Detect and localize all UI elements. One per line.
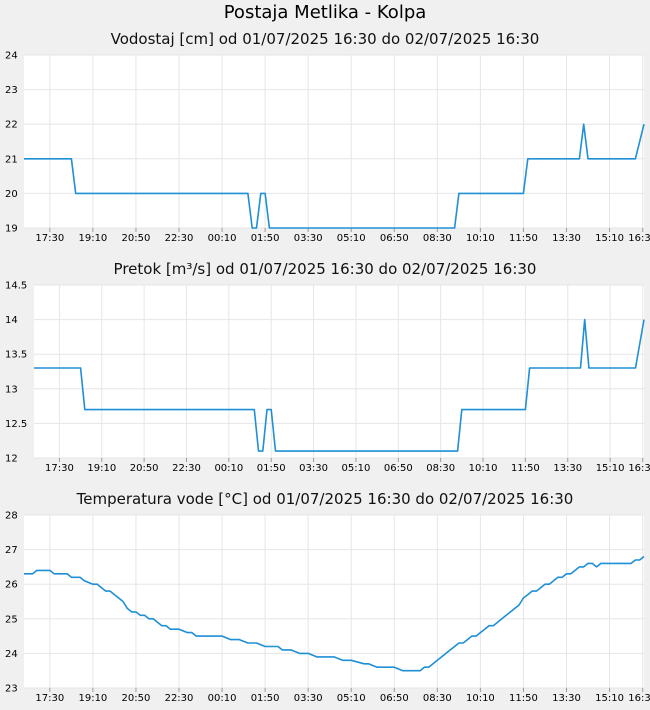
water-temperature-x-tick-label: 22:30 xyxy=(165,693,194,704)
discharge-x-tick-label: 16:30 xyxy=(628,463,650,474)
water-temperature-x-tick-label: 03:30 xyxy=(294,693,323,704)
discharge-x-tick-label: 22:30 xyxy=(172,463,201,474)
water-temperature-x-tick-label: 11:50 xyxy=(509,693,538,704)
water-level-series-line xyxy=(24,123,645,229)
discharge-x-tick-label: 10:10 xyxy=(469,463,498,474)
water-level-y-tick-label: 23 xyxy=(5,85,18,96)
water-temperature-x-tick-label: 15:10 xyxy=(595,693,624,704)
water-level-x-tick-label: 22:30 xyxy=(165,233,194,244)
water-level-x-tick-label: 17:30 xyxy=(35,233,64,244)
discharge-x-tick-label: 06:50 xyxy=(384,463,413,474)
water-temperature-x-tick-label: 01:50 xyxy=(251,693,280,704)
water-level-x-tick-label: 16:30 xyxy=(628,233,650,244)
water-temperature-y-tick-label: 24 xyxy=(5,649,18,660)
discharge-x-tick-label: 00:10 xyxy=(214,463,243,474)
water-temperature-x-tick-label: 00:10 xyxy=(208,693,237,704)
water-temperature-series-line xyxy=(24,555,645,672)
discharge-x-tick-label: 20:50 xyxy=(130,463,159,474)
water-level-y-tick-label: 20 xyxy=(5,189,18,200)
water-level-x-tick-label: 11:50 xyxy=(509,233,538,244)
water-level-x-tick-label: 03:30 xyxy=(294,233,323,244)
discharge-y-tick-label: 12.5 xyxy=(5,419,27,430)
discharge-y-tick-label: 12 xyxy=(5,454,18,465)
water-level-x-tick-label: 19:10 xyxy=(78,233,107,244)
water-temperature-x-tick-label: 08:30 xyxy=(423,693,452,704)
water-temperature-x-tick-label: 16:30 xyxy=(628,693,650,704)
water-temperature-y-tick-label: 23 xyxy=(5,684,18,695)
discharge-x-tick-label: 05:10 xyxy=(342,463,371,474)
water-level-plot-area xyxy=(24,55,644,228)
discharge-x-tick-label: 03:30 xyxy=(299,463,328,474)
water-level-x-tick-label: 13:30 xyxy=(552,233,581,244)
water-temperature-x-tick-label: 13:30 xyxy=(552,693,581,704)
water-temperature-plot-area xyxy=(24,515,644,688)
chart-title-water-temperature: Temperatura vode [°C] od 01/07/2025 16:3… xyxy=(76,490,574,508)
chart-title-discharge: Pretok [m³/s] od 01/07/2025 16:30 do 02/… xyxy=(113,260,537,278)
discharge-x-tick-label: 13:30 xyxy=(553,463,582,474)
water-temperature-y-tick-label: 28 xyxy=(5,511,18,522)
discharge-plot-area xyxy=(34,285,644,458)
discharge-x-tick-label: 19:10 xyxy=(87,463,116,474)
water-level-x-tick-label: 10:10 xyxy=(466,233,495,244)
water-level-x-tick-label: 15:10 xyxy=(595,233,624,244)
water-temperature-y-tick-label: 25 xyxy=(5,614,18,625)
discharge-y-tick-label: 14 xyxy=(5,315,18,326)
water-level-x-tick-label: 06:50 xyxy=(380,233,409,244)
water-temperature-x-tick-label: 20:50 xyxy=(122,693,151,704)
water-temperature-x-tick-label: 05:10 xyxy=(337,693,366,704)
water-level-y-tick-label: 19 xyxy=(5,224,18,235)
water-temperature-y-tick-label: 27 xyxy=(5,545,18,556)
water-level-x-tick-label: 05:10 xyxy=(337,233,366,244)
water-level-y-tick-label: 24 xyxy=(5,51,18,62)
discharge-x-tick-label: 01:50 xyxy=(257,463,286,474)
water-temperature-x-tick-label: 17:30 xyxy=(35,693,64,704)
water-level-x-tick-label: 20:50 xyxy=(122,233,151,244)
discharge-x-tick-label: 17:30 xyxy=(45,463,74,474)
water-level-x-tick-label: 08:30 xyxy=(423,233,452,244)
water-temperature-x-tick-label: 10:10 xyxy=(466,693,495,704)
water-level-x-tick-label: 01:50 xyxy=(251,233,280,244)
water-level-y-tick-label: 21 xyxy=(5,154,18,165)
water-temperature-x-tick-label: 06:50 xyxy=(380,693,409,704)
discharge-series-line xyxy=(34,318,645,452)
discharge-x-tick-label: 15:10 xyxy=(596,463,625,474)
discharge-y-tick-label: 13 xyxy=(5,384,18,395)
discharge-x-tick-label: 11:50 xyxy=(511,463,540,474)
discharge-x-tick-label: 08:30 xyxy=(426,463,455,474)
discharge-y-tick-label: 13.5 xyxy=(5,350,27,361)
water-level-y-tick-label: 22 xyxy=(5,120,18,131)
water-temperature-x-tick-label: 19:10 xyxy=(78,693,107,704)
water-level-x-tick-label: 00:10 xyxy=(208,233,237,244)
water-temperature-y-tick-label: 26 xyxy=(5,580,18,591)
chart-title-water-level: Vodostaj [cm] od 01/07/2025 16:30 do 02/… xyxy=(110,30,540,48)
discharge-y-tick-label: 14.5 xyxy=(5,281,27,292)
page-title: Postaja Metlika - Kolpa xyxy=(223,2,427,23)
